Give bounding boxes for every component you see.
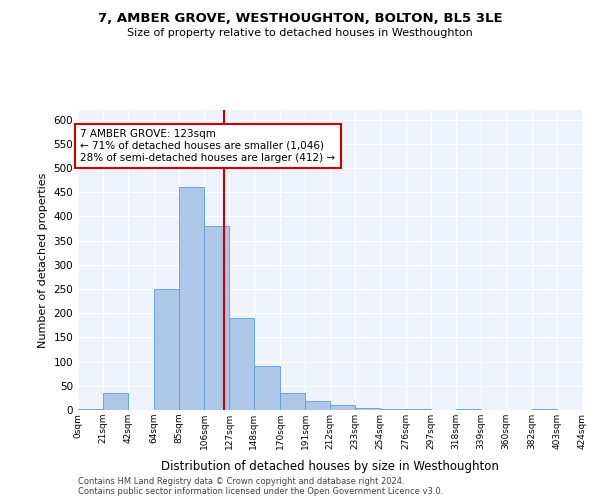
Bar [179, 188, 204, 410]
Bar [380, 408, 406, 410]
Bar [78, 408, 103, 410]
Bar [406, 409, 431, 410]
Text: 7 AMBER GROVE: 123sqm
← 71% of detached houses are smaller (1,046)
28% of semi-d: 7 AMBER GROVE: 123sqm ← 71% of detached … [80, 130, 335, 162]
Text: Contains public sector information licensed under the Open Government Licence v3: Contains public sector information licen… [78, 488, 443, 496]
Text: Contains HM Land Registry data © Crown copyright and database right 2024.: Contains HM Land Registry data © Crown c… [78, 478, 404, 486]
Bar [456, 408, 481, 410]
Bar [532, 408, 557, 410]
Bar [582, 409, 600, 410]
Bar [280, 393, 305, 410]
Bar [154, 289, 179, 410]
Bar [254, 366, 280, 410]
Bar [229, 318, 254, 410]
Text: Size of property relative to detached houses in Westhoughton: Size of property relative to detached ho… [127, 28, 473, 38]
Bar [204, 226, 229, 410]
Bar [355, 408, 380, 410]
Bar [305, 402, 330, 410]
Bar [103, 393, 128, 410]
Text: 7, AMBER GROVE, WESTHOUGHTON, BOLTON, BL5 3LE: 7, AMBER GROVE, WESTHOUGHTON, BOLTON, BL… [98, 12, 502, 26]
Y-axis label: Number of detached properties: Number of detached properties [38, 172, 48, 348]
Bar [330, 405, 355, 410]
X-axis label: Distribution of detached houses by size in Westhoughton: Distribution of detached houses by size … [161, 460, 499, 473]
